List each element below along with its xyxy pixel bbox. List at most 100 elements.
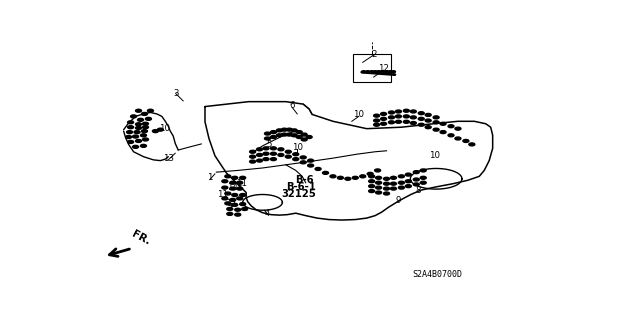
Circle shape xyxy=(463,139,469,142)
Circle shape xyxy=(420,176,426,179)
Circle shape xyxy=(257,153,262,156)
Circle shape xyxy=(369,185,374,188)
Circle shape xyxy=(232,194,237,197)
Circle shape xyxy=(390,176,396,179)
Circle shape xyxy=(433,116,439,119)
Circle shape xyxy=(308,164,314,167)
Circle shape xyxy=(376,191,381,194)
Circle shape xyxy=(276,129,282,132)
Circle shape xyxy=(240,203,246,205)
Text: 4: 4 xyxy=(265,209,270,218)
Circle shape xyxy=(227,212,233,215)
Text: 10: 10 xyxy=(292,143,303,152)
Circle shape xyxy=(250,160,255,163)
Circle shape xyxy=(396,115,401,118)
Circle shape xyxy=(125,136,132,138)
Circle shape xyxy=(308,159,314,162)
Circle shape xyxy=(381,122,387,125)
Circle shape xyxy=(286,128,292,131)
Circle shape xyxy=(141,130,147,133)
Circle shape xyxy=(365,71,370,73)
Circle shape xyxy=(413,183,419,186)
Circle shape xyxy=(152,130,158,133)
Circle shape xyxy=(232,176,237,179)
Circle shape xyxy=(271,136,276,138)
Circle shape xyxy=(405,180,412,183)
Circle shape xyxy=(383,182,390,185)
Circle shape xyxy=(420,169,426,172)
Circle shape xyxy=(291,129,297,132)
Circle shape xyxy=(237,187,243,190)
Circle shape xyxy=(396,110,401,113)
Text: 2: 2 xyxy=(371,50,376,59)
Circle shape xyxy=(276,134,282,137)
Circle shape xyxy=(376,181,381,184)
Circle shape xyxy=(376,176,381,179)
Circle shape xyxy=(240,176,246,179)
Circle shape xyxy=(352,176,358,179)
Circle shape xyxy=(222,186,228,189)
Text: 8: 8 xyxy=(415,186,421,195)
Circle shape xyxy=(301,133,307,136)
Circle shape xyxy=(345,177,351,180)
Circle shape xyxy=(323,171,328,174)
Circle shape xyxy=(370,71,374,73)
Circle shape xyxy=(127,140,134,144)
Circle shape xyxy=(282,128,287,131)
Circle shape xyxy=(385,71,388,73)
Circle shape xyxy=(381,117,387,120)
Circle shape xyxy=(141,113,147,115)
Circle shape xyxy=(455,127,461,130)
Circle shape xyxy=(376,71,381,73)
Circle shape xyxy=(240,194,246,197)
Text: 11: 11 xyxy=(236,179,246,188)
Text: 10: 10 xyxy=(353,110,364,119)
Circle shape xyxy=(143,138,148,141)
Circle shape xyxy=(374,123,380,126)
Circle shape xyxy=(403,120,410,123)
Circle shape xyxy=(136,139,141,142)
Circle shape xyxy=(383,187,390,190)
Circle shape xyxy=(392,71,396,73)
Circle shape xyxy=(399,175,404,178)
Circle shape xyxy=(134,131,140,134)
Text: FR.: FR. xyxy=(129,229,152,247)
Circle shape xyxy=(440,131,446,134)
Text: 3: 3 xyxy=(173,89,179,98)
Circle shape xyxy=(285,150,291,153)
Circle shape xyxy=(264,132,271,135)
Circle shape xyxy=(235,208,241,211)
Circle shape xyxy=(291,134,297,137)
Circle shape xyxy=(413,171,419,174)
Circle shape xyxy=(271,152,276,155)
Circle shape xyxy=(230,181,236,184)
Circle shape xyxy=(222,197,228,200)
Text: 32125: 32125 xyxy=(281,189,316,198)
Circle shape xyxy=(292,153,299,156)
Circle shape xyxy=(455,137,461,140)
Circle shape xyxy=(403,109,410,112)
Circle shape xyxy=(143,122,148,125)
Circle shape xyxy=(222,180,228,183)
Circle shape xyxy=(405,185,412,188)
Circle shape xyxy=(237,197,243,200)
Circle shape xyxy=(242,208,248,211)
Circle shape xyxy=(136,126,141,130)
Circle shape xyxy=(413,178,419,181)
Circle shape xyxy=(420,181,426,184)
Circle shape xyxy=(131,115,136,118)
Text: B-6-1: B-6-1 xyxy=(286,182,316,192)
Circle shape xyxy=(396,120,401,123)
Circle shape xyxy=(230,187,236,190)
Circle shape xyxy=(263,152,269,155)
Text: 6: 6 xyxy=(289,100,295,110)
Circle shape xyxy=(410,110,416,113)
Circle shape xyxy=(337,176,344,179)
Circle shape xyxy=(383,192,390,195)
Circle shape xyxy=(376,186,381,189)
Text: 5: 5 xyxy=(267,140,272,149)
Circle shape xyxy=(419,123,424,126)
Circle shape xyxy=(403,115,410,118)
Circle shape xyxy=(278,148,284,151)
Circle shape xyxy=(369,189,374,193)
